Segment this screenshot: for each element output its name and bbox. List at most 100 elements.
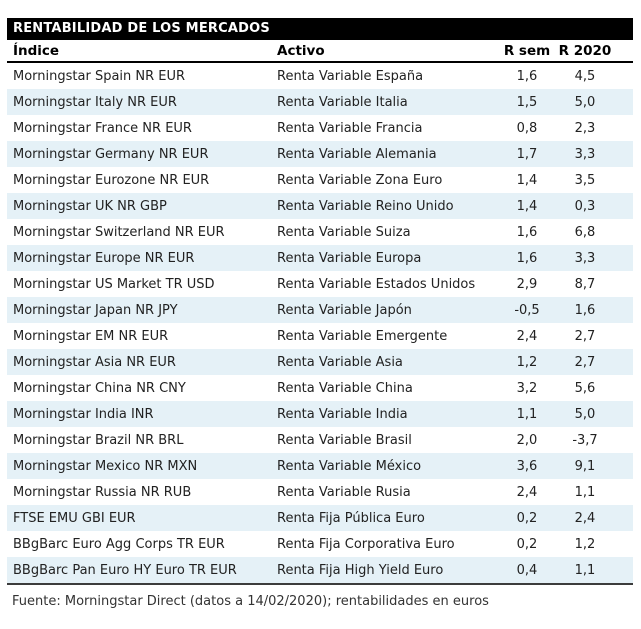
table-row: Morningstar Brazil NR BRL Renta Variable …	[7, 427, 633, 453]
cell-indice: BBgBarc Pan Euro HY Euro TR EUR	[7, 557, 277, 585]
cell-r-sem: 0,2	[516, 536, 538, 552]
cell-indice: Morningstar India INR	[13, 406, 154, 422]
cell-activo: Renta Variable Italia	[277, 94, 408, 110]
table-row: Morningstar Eurozone NR EUR Renta Variabl…	[7, 167, 633, 193]
cell-indice: Morningstar France NR EUR	[13, 120, 192, 136]
table-row: Morningstar Switzerland NR EUR Renta Vari…	[7, 219, 633, 245]
cell-r-2020: 5,0	[574, 94, 596, 110]
table-row: Morningstar France NR EUR Renta Variable …	[7, 115, 633, 141]
cell-r-sem: 0,8	[516, 120, 538, 136]
table-row: Morningstar EM NR EUR Renta Variable Emer…	[7, 323, 633, 349]
cell-r-2020: 1,1	[574, 484, 596, 500]
cell-r-2020: -3,7	[572, 432, 598, 448]
cell-activo: Renta Variable Rusia	[277, 484, 411, 500]
cell-activo: Renta Fija Corporativa Euro	[277, 536, 455, 552]
table-header: Índice Activo R sem R 2020	[7, 40, 633, 63]
table-row: Morningstar Asia NR EUR Renta Variable As…	[7, 349, 633, 375]
cell-r-2020: 3,5	[574, 172, 596, 188]
cell-indice: Morningstar Japan NR JPY	[13, 302, 178, 318]
cell-indice: BBgBarc Euro Agg Corps TR EUR	[13, 536, 225, 552]
table-title-bar: RENTABILIDAD DE LOS MERCADOS	[7, 18, 633, 40]
cell-activo: Renta Variable Brasil	[277, 432, 412, 448]
cell-r-2020: 3,3	[574, 146, 596, 162]
cell-r-sem: 1,2	[516, 354, 538, 370]
cell-r-sem: 2,9	[516, 276, 538, 292]
table-row: Morningstar Japan NR JPY Renta Variable J…	[7, 297, 633, 323]
cell-activo: Renta Variable España	[277, 68, 424, 84]
table-row: BBgBarc Pan Euro HY Euro TR EUR Renta Fij…	[7, 557, 633, 585]
cell-r-sem: 3,2	[516, 380, 538, 396]
returns-table: Índice Activo R sem R 2020 Morningstar S…	[7, 40, 633, 585]
markets-return-table: RENTABILIDAD DE LOS MERCADOS Índice Acti…	[7, 18, 633, 609]
table-row: Morningstar Russia NR RUB Renta Variable …	[7, 479, 633, 505]
cell-indice: Morningstar Europe NR EUR	[13, 250, 195, 266]
cell-indice: Morningstar Brazil NR BRL	[13, 432, 184, 448]
cell-activo: Renta Variable Japón	[277, 302, 412, 318]
column-header-indice: Índice	[7, 40, 277, 63]
cell-activo: Renta Variable Reino Unido	[277, 198, 454, 214]
cell-indice: Morningstar UK NR GBP	[13, 198, 167, 214]
cell-r-sem: 1,1	[516, 406, 538, 422]
cell-r-sem: 2,4	[516, 328, 538, 344]
table-row: Morningstar Spain NR EUR Renta Variable E…	[7, 62, 633, 89]
cell-r-sem: 1,5	[516, 94, 538, 110]
cell-r-2020: 8,7	[574, 276, 596, 292]
cell-r-sem: 2,4	[516, 484, 538, 500]
cell-indice: Morningstar Mexico NR MXN	[13, 458, 198, 474]
cell-r-2020: 1,6	[574, 302, 596, 318]
cell-activo: Renta Variable Estados Unidos	[277, 276, 476, 292]
table-row: FTSE EMU GBI EUR Renta Fija Pública Euro 0…	[7, 505, 633, 531]
source-footnote: Fuente: Morningstar Direct (datos a 14/0…	[12, 594, 489, 609]
cell-indice: Morningstar Asia NR EUR	[13, 354, 176, 370]
cell-activo: Renta Variable Asia	[277, 354, 403, 370]
cell-activo: Renta Fija High Yield Euro	[277, 557, 503, 585]
table-row: Morningstar Italy NR EUR Renta Variable I…	[7, 89, 633, 115]
cell-r-sem: 1,7	[516, 146, 538, 162]
cell-r-2020: 3,3	[574, 250, 596, 266]
cell-r-sem: 2,0	[516, 432, 538, 448]
table-body: Morningstar Spain NR EUR Renta Variable E…	[7, 62, 633, 585]
cell-activo: Renta Variable Francia	[277, 120, 423, 136]
cell-r-2020: 4,5	[574, 68, 596, 84]
cell-r-sem: 1,6	[516, 224, 538, 240]
cell-indice: FTSE EMU GBI EUR	[13, 510, 136, 526]
cell-r-sem: 1,6	[516, 68, 538, 84]
cell-r-sem: 0,4	[503, 557, 551, 585]
table-row: BBgBarc Euro Agg Corps TR EUR Renta Fija …	[7, 531, 633, 557]
table-row: Morningstar China NR CNY Renta Variable C…	[7, 375, 633, 401]
cell-indice: Morningstar US Market TR USD	[13, 276, 215, 292]
cell-r-sem: 3,6	[516, 458, 538, 474]
table-row: Morningstar Mexico NR MXN Renta Variable …	[7, 453, 633, 479]
table-row: Morningstar Europe NR EUR Renta Variable …	[7, 245, 633, 271]
cell-indice: Morningstar Spain NR EUR	[13, 68, 186, 84]
table-row: Morningstar UK NR GBP Renta Variable Rein…	[7, 193, 633, 219]
cell-activo: Renta Variable Zona Euro	[277, 172, 443, 188]
cell-indice: Morningstar Italy NR EUR	[13, 94, 177, 110]
cell-activo: Renta Variable Alemania	[277, 146, 437, 162]
cell-r-2020: 2,7	[574, 328, 596, 344]
column-header-activo: Activo	[277, 40, 503, 63]
cell-r-2020: 1,2	[574, 536, 596, 552]
cell-activo: Renta Variable México	[277, 458, 422, 474]
cell-r-2020: 1,1	[551, 557, 633, 585]
cell-activo: Renta Fija Pública Euro	[277, 510, 425, 526]
cell-activo: Renta Variable Suiza	[277, 224, 411, 240]
cell-indice: Morningstar Switzerland NR EUR	[13, 224, 225, 240]
cell-r-sem: 0,2	[516, 510, 538, 526]
cell-r-2020: 2,7	[574, 354, 596, 370]
cell-indice: Morningstar Russia NR RUB	[13, 484, 192, 500]
cell-r-sem: 1,6	[516, 250, 538, 266]
table-row: Morningstar Germany NR EUR Renta Variable…	[7, 141, 633, 167]
cell-activo: Renta Variable Emergente	[277, 328, 448, 344]
cell-r-2020: 0,3	[574, 198, 596, 214]
cell-r-2020: 2,4	[574, 510, 596, 526]
cell-activo: Renta Variable China	[277, 380, 413, 396]
cell-r-sem: 1,4	[516, 198, 538, 214]
cell-r-2020: 9,1	[574, 458, 596, 474]
cell-r-2020: 5,6	[574, 380, 596, 396]
cell-r-sem: 1,4	[516, 172, 538, 188]
column-header-r-2020: R 2020	[551, 40, 633, 63]
cell-indice: Morningstar Germany NR EUR	[13, 146, 209, 162]
cell-r-2020: 5,0	[574, 406, 596, 422]
cell-r-2020: 6,8	[574, 224, 596, 240]
